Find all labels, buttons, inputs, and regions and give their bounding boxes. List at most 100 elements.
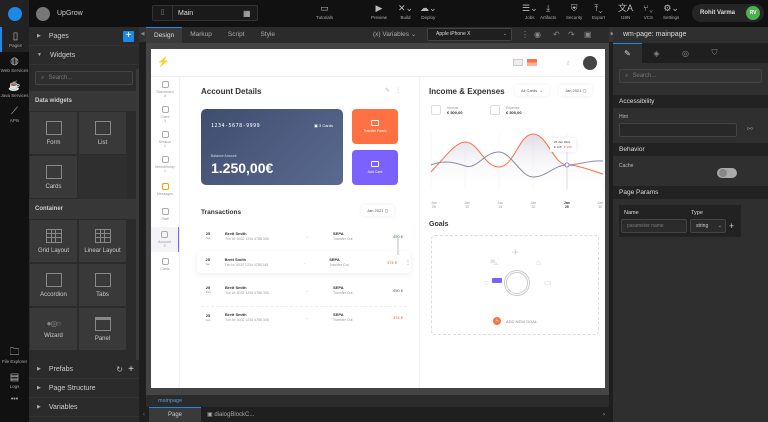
grid-icon[interactable]: ▦	[243, 8, 251, 18]
properties-search-input[interactable]: ⌕ Search...	[619, 69, 762, 83]
goals-dropzone[interactable]: ⛍ ✈ ⌂ ○ ▭ + ADD NEW GOAL	[431, 235, 599, 335]
left-panel-scrollbar[interactable]	[136, 69, 139, 389]
widgets-section[interactable]: ▼ Widgets	[29, 46, 139, 65]
prefabs-section[interactable]: ▶ Prefabs ↻ +	[29, 360, 139, 379]
tab-script[interactable]: Script	[227, 31, 245, 38]
pages-section[interactable]: ▶ Pages +	[29, 27, 139, 46]
app-name[interactable]: UpGrow	[57, 10, 83, 17]
widget-wizard[interactable]: ●◎○ Wizard	[29, 307, 78, 351]
more-vertical-icon[interactable]: ⋮	[405, 259, 411, 266]
device-selector[interactable]: Apple iPhone X ⌄	[427, 28, 512, 41]
widget-list[interactable]: List	[78, 111, 127, 155]
behavior-section[interactable]: Behavior	[613, 143, 768, 156]
export-button[interactable]: ⤒⌄ Export	[592, 3, 606, 20]
add-card-button[interactable]: Add Card	[352, 150, 398, 185]
settings-button[interactable]: ⚙⌄ Settings	[663, 3, 680, 20]
nav-session[interactable]: Session 1	[151, 127, 179, 152]
variables-section[interactable]: ▶ Variables	[29, 398, 139, 417]
nav-staff[interactable]: Staff	[151, 202, 179, 227]
widget-linear-layout[interactable]: Linear Layout	[78, 219, 127, 263]
language-flags[interactable]	[513, 59, 537, 66]
widget-tabs[interactable]: Tabs	[78, 263, 127, 307]
flag-icon[interactable]	[527, 59, 537, 66]
rail-item-java-services[interactable]: ☕ Java Services	[0, 81, 29, 98]
studio-logo[interactable]	[0, 0, 29, 27]
save-icon[interactable]: ▣	[584, 30, 592, 39]
bell-icon[interactable]: ♁	[565, 58, 571, 67]
edit-icon[interactable]: ✎	[384, 88, 390, 94]
rail-item-apis[interactable]: ⟋ APIs	[9, 106, 20, 123]
rail-item-web-services[interactable]: ◍ Web Services	[0, 56, 29, 73]
widget-search-input[interactable]: ⌕ Search...	[35, 71, 133, 85]
rail-more-button[interactable]: •••	[0, 393, 29, 406]
cards-filter-dropdown[interactable]: All Cards ⌄	[515, 85, 549, 96]
build-button[interactable]: ✕⌄ Build	[398, 3, 414, 20]
add-new-goal-button[interactable]: + ADD NEW GOAL	[493, 317, 537, 325]
page-selector[interactable]: ▯ Main ▦	[152, 5, 258, 21]
tab-styles[interactable]: ◈	[642, 43, 671, 63]
transactions-scrollbar[interactable]	[397, 237, 399, 255]
widget-grid-layout[interactable]: Grid Layout	[29, 219, 78, 263]
nav-account[interactable]: Account 3	[151, 227, 179, 252]
nav-messages[interactable]: Messages	[151, 177, 179, 202]
more-vertical-icon[interactable]: ⋮	[521, 30, 529, 39]
undo-icon[interactable]: ↶	[553, 30, 560, 39]
add-page-button[interactable]: +	[123, 31, 134, 42]
preview-button[interactable]: ▶ Preview	[371, 3, 388, 20]
page-params-section[interactable]: Page Params	[613, 186, 768, 199]
parameter-type-select[interactable]: string ⌄	[690, 219, 726, 233]
refresh-icon[interactable]: ↻	[116, 364, 123, 374]
add-parameter-button[interactable]: +	[729, 221, 735, 231]
hint-input[interactable]	[619, 123, 737, 137]
variables-dropdown[interactable]: (x) Variables ⌄	[373, 31, 417, 38]
i18n-button[interactable]: 文A I18N	[618, 3, 634, 20]
chevron-right-icon[interactable]: ›	[603, 411, 605, 418]
artifacts-button[interactable]: ⤓ Artifacts	[540, 3, 557, 20]
flag-icon[interactable]	[513, 59, 523, 66]
more-vertical-icon[interactable]: ⋮	[395, 88, 401, 94]
accessibility-section[interactable]: Accessibility	[613, 95, 768, 108]
jobs-button[interactable]: ☰⌄ Jobs	[522, 3, 538, 20]
canvas-user-avatar[interactable]	[583, 56, 597, 70]
page-structure-section[interactable]: ▶ Page Structure	[29, 379, 139, 398]
design-canvas[interactable]: ⚡ ♁ Dashboard d Client 3 Session 1 Membersh…	[151, 49, 605, 388]
tab-dialog[interactable]: ▣ dialogBlockC...	[207, 412, 255, 418]
tab-events[interactable]: ◎	[671, 43, 700, 63]
widget-form[interactable]: Form	[29, 111, 78, 155]
nav-membership[interactable]: Membership 1	[151, 152, 179, 177]
transaction-row[interactable]: 25 Jan Brett Smith Txn Id: 5032 1234 4788 …	[205, 230, 403, 241]
security-button[interactable]: ⛨ Security	[566, 3, 583, 20]
rail-item-file-explorer[interactable]: 🗀 File Explorer	[1, 347, 28, 364]
user-menu[interactable]: Rohit Varma RV	[692, 4, 764, 22]
tab-page[interactable]: Page	[149, 407, 201, 422]
chevron-left-icon[interactable]: ‹	[143, 411, 145, 418]
transaction-row[interactable]: 25 Jan Brett Smith Txn Id: 5032 1234 4788 …	[205, 284, 403, 295]
tab-security[interactable]: ⛉	[700, 43, 729, 63]
bind-link-icon[interactable]: ⚯	[747, 126, 753, 133]
breadcrumb-item-mainpage[interactable]: mainpage	[158, 398, 183, 404]
collapse-right-panel-button[interactable]: ▶	[609, 27, 616, 42]
tab-properties[interactable]: ✎	[613, 43, 642, 63]
collapse-left-panel-button[interactable]: ◀	[139, 27, 146, 42]
transfer-funds-button[interactable]: Transfer Funds	[352, 109, 398, 144]
bank-card[interactable]: 1234-5678-9999 ▣ 3 Cards Balance Amount …	[201, 109, 343, 185]
nav-client[interactable]: Client 3	[151, 102, 179, 127]
rail-item-logs[interactable]: ▤ Logs	[9, 372, 20, 389]
transaction-row[interactable]: 25 Jan Brett Smith Txn Id: 5032 1234 4788 …	[201, 306, 407, 328]
deploy-button[interactable]: ☁⌄ Deploy	[420, 3, 437, 20]
tab-markup[interactable]: Markup	[190, 31, 212, 38]
add-prefab-button[interactable]: +	[128, 363, 134, 375]
income-expense-chart[interactable]	[429, 132, 605, 197]
parameter-name-input[interactable]: parameter name	[621, 219, 687, 233]
transaction-row[interactable]: 25 Jan Brett Smith Txn Id: 5032 1234 4788 …	[197, 251, 411, 273]
visibility-icon[interactable]: ◉	[534, 30, 541, 39]
widget-cards[interactable]: Cards	[29, 155, 78, 199]
tab-style[interactable]: Style	[260, 31, 275, 38]
tutorials-button[interactable]: ▭ Tutorials	[316, 3, 334, 20]
redo-icon[interactable]: ↷	[568, 30, 575, 39]
vcs-button[interactable]: ⑂⌄ VCS	[643, 3, 654, 20]
chart-date-filter[interactable]: Jan 2021 ▢	[559, 85, 593, 96]
cache-toggle[interactable]	[717, 168, 737, 178]
nav-dashboard[interactable]: Dashboard d	[151, 77, 179, 102]
widget-accordion[interactable]: Accordion	[29, 263, 78, 307]
